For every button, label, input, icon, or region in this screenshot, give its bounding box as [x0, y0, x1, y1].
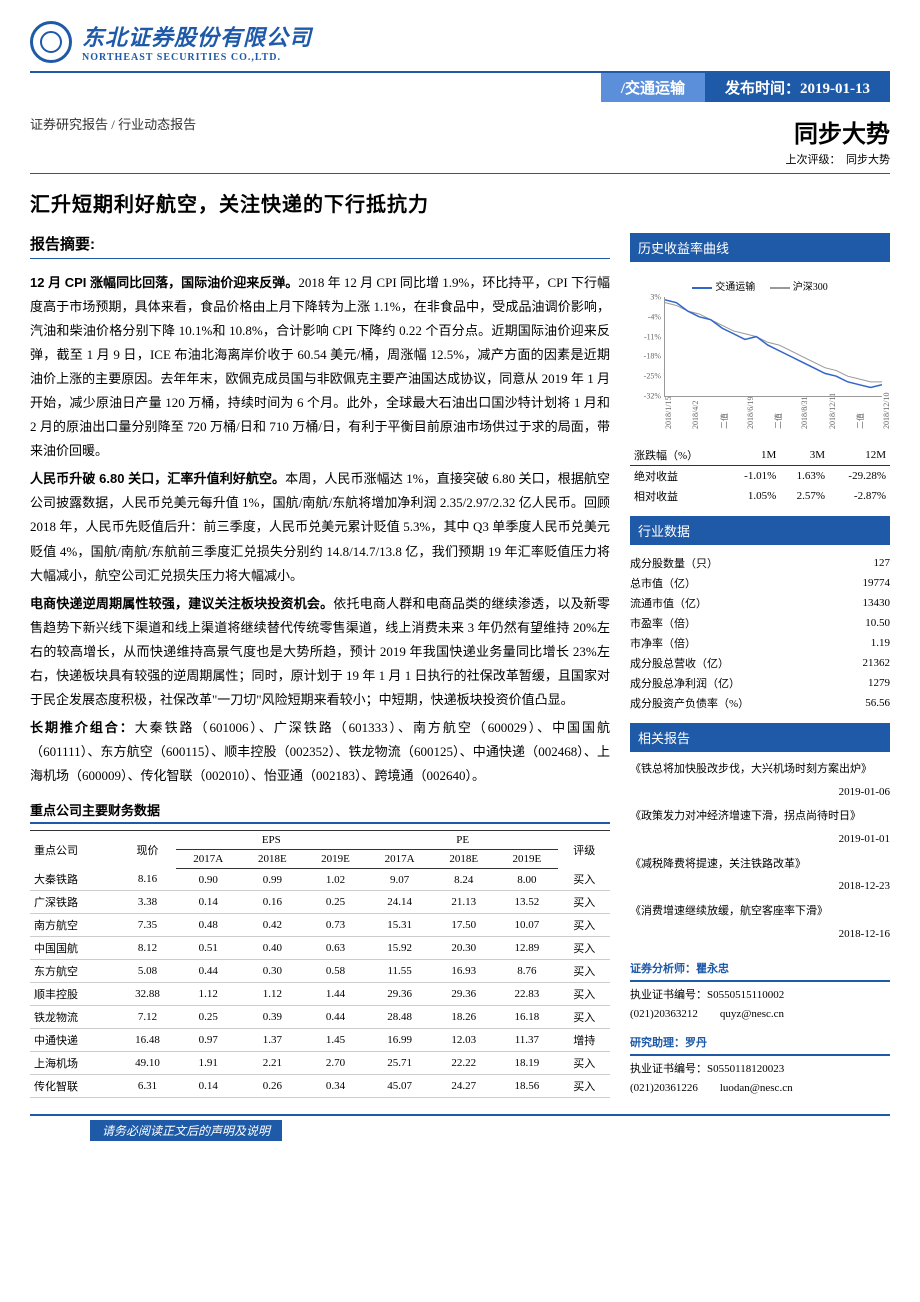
fin-table-title: 重点公司主要财务数据: [30, 800, 610, 824]
fin-table: 重点公司 现价 EPS PE 评级 2017A2018E2019E 2017A2…: [30, 830, 610, 1099]
report-date: 2019-01-01: [630, 830, 890, 849]
sector-band: /交通运输 发布时间：2019-01-13: [30, 71, 890, 102]
prev-rating: 上次评级： 同步大势: [786, 151, 891, 167]
summary-para-2: 人民币升破 6.80 关口，汇率升值利好航空。本周，人民币涨幅达 1%，直接突破…: [30, 467, 610, 587]
sub-header: 证券研究报告 / 行业动态报告 同步大势 上次评级： 同步大势: [30, 114, 890, 174]
table-row: 上海机场49.101.912.212.7025.7122.2218.19买入: [30, 1052, 610, 1075]
report-title: 汇升短期利好航空，关注快递的下行抵抗力: [30, 188, 890, 217]
sector-label: /交通运输: [601, 73, 705, 102]
reports-list: 《铁总将加快股改步伐，大兴机场时刻方案出炉》 2019-01-06 《政策发力对冲经…: [630, 760, 890, 944]
analyst-block: 证券分析师：瞿永忠 执业证书编号：S0550515110002 (021)203…: [630, 960, 890, 1098]
table-row: 成分股总营收（亿）21362: [630, 653, 890, 673]
analyst-2-title: 研究助理：罗丹: [630, 1034, 890, 1057]
returns-table: 涨跌幅（%）1M3M12M 绝对收益-1.01%1.63%-29.28% 相对收…: [630, 445, 890, 506]
table-row: 成分股数量（只）127: [630, 553, 890, 573]
table-row: 顺丰控股32.881.121.121.4429.3629.3622.83买入: [30, 983, 610, 1006]
doc-type: 证券研究报告 / 行业动态报告: [30, 114, 196, 167]
report-item: 《减税降费将提速，关注铁路改革》: [630, 855, 890, 874]
rating: 同步大势: [786, 114, 891, 149]
table-row: 铁龙物流7.120.250.390.4428.4818.2616.18买入: [30, 1006, 610, 1029]
summary-para-1: 12 月 CPI 涨幅同比回落，国际油价迎来反弹。2018 年 12 月 CPI…: [30, 271, 610, 463]
header: 东北证券股份有限公司 NORTHEAST SECURITIES CO.,LTD.: [30, 20, 890, 63]
table-row: 南方航空7.350.480.420.7315.3117.5010.07买入: [30, 914, 610, 937]
report-item: 《消费增速继续放缓，航空客座率下滑》: [630, 902, 890, 921]
report-item: 《铁总将加快股改步伐，大兴机场时刻方案出炉》: [630, 760, 890, 779]
report-date: 2018-12-16: [630, 925, 890, 944]
publish-date: 发布时间：2019-01-13: [705, 73, 890, 102]
table-row: 中国国航8.120.510.400.6315.9220.3012.89买入: [30, 937, 610, 960]
summary-heading: 报告摘要:: [30, 233, 610, 259]
footer: 请务必阅读正文后的声明及说明: [30, 1114, 890, 1141]
table-row: 流通市值（亿）13430: [630, 593, 890, 613]
company-name-en: NORTHEAST SECURITIES CO.,LTD.: [82, 52, 312, 63]
industry-table: 成分股数量（只）127总市值（亿）19774流通市值（亿）13430市盈率（倍）…: [630, 553, 890, 713]
analyst-1-title: 证券分析师：瞿永忠: [630, 960, 890, 983]
summary-para-3: 电商快递逆周期属性较强，建议关注板块投资机会。依托电商人群和电商品类的继续渗透，…: [30, 592, 610, 712]
table-row: 成分股资产负债率（%）56.56: [630, 693, 890, 713]
history-chart: 交通运输 沪深300 3%-4%-11%-18%-25%-32% 2018/1/…: [630, 270, 890, 437]
table-row: 中通快递16.480.971.371.4516.9912.0311.37增持: [30, 1029, 610, 1052]
report-date: 2018-12-23: [630, 877, 890, 896]
table-row: 传化智联6.310.140.260.3445.0724.2718.56买入: [30, 1075, 610, 1098]
reports-section-title: 相关报告: [630, 723, 890, 752]
report-date: 2019-01-06: [630, 783, 890, 802]
table-row: 市净率（倍）1.19: [630, 633, 890, 653]
summary-para-4: 长期推介组合：大秦铁路（601006）、广深铁路（601333）、南方航空（60…: [30, 716, 610, 788]
table-row: 东方航空5.080.440.300.5811.5516.938.76买入: [30, 960, 610, 983]
report-item: 《政策发力对冲经济增速下滑，拐点尚待时日》: [630, 807, 890, 826]
logo-icon: [30, 21, 72, 63]
chart-section-title: 历史收益率曲线: [630, 233, 890, 262]
table-row: 市盈率（倍）10.50: [630, 613, 890, 633]
company-name-cn: 东北证券股份有限公司: [82, 20, 312, 52]
table-row: 成分股总净利润（亿）1279: [630, 673, 890, 693]
table-row: 大秦铁路8.160.900.991.029.078.248.00买入: [30, 868, 610, 891]
table-row: 广深铁路3.380.140.160.2524.1421.1313.52买入: [30, 891, 610, 914]
table-row: 总市值（亿）19774: [630, 573, 890, 593]
industry-section-title: 行业数据: [630, 516, 890, 545]
footer-disclaimer: 请务必阅读正文后的声明及说明: [90, 1120, 282, 1141]
